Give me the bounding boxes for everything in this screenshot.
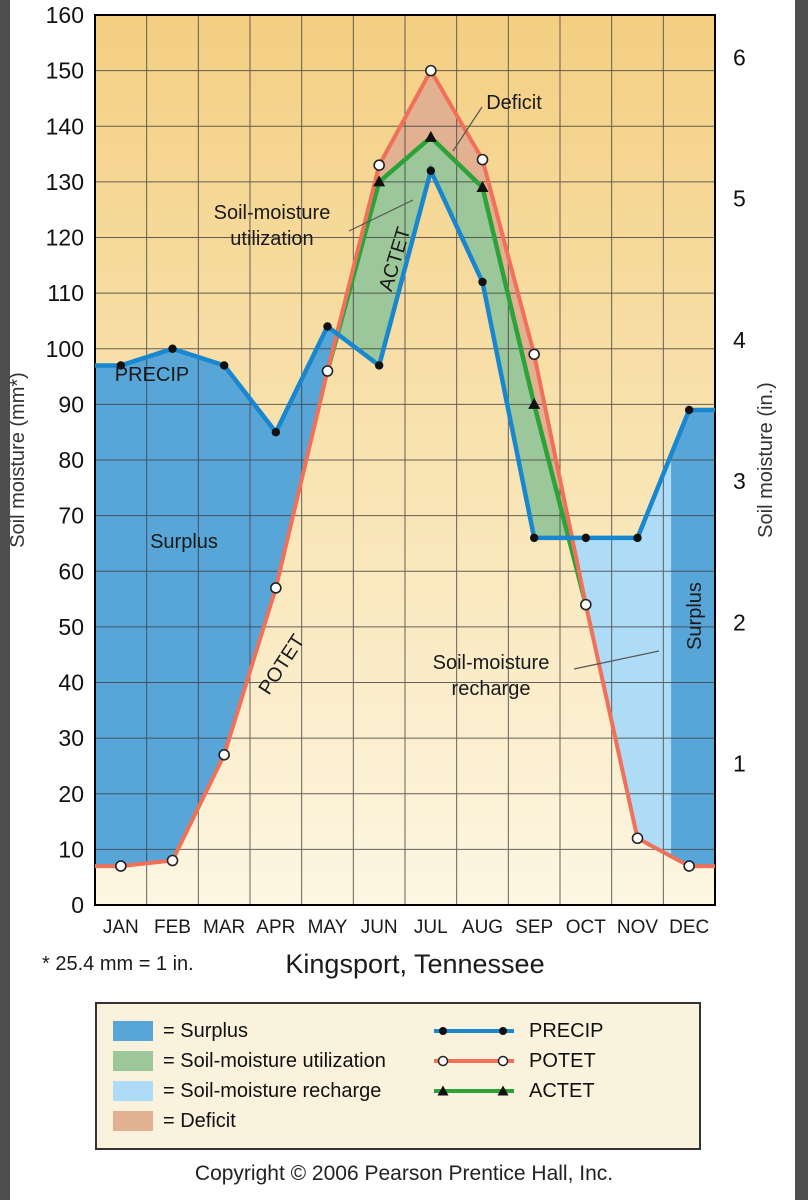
legend-label: = Surplus <box>163 1019 249 1042</box>
svg-text:FEB: FEB <box>154 917 191 938</box>
svg-text:PRECIP: PRECIP <box>115 364 189 386</box>
svg-text:DEC: DEC <box>669 917 709 938</box>
water-balance-chart: 0 10 20 30 40 50 60 70 80 90 100 110 120 130 140 150 160… <box>7 2 777 979</box>
svg-text:JUN: JUN <box>361 917 398 938</box>
svg-text:NOV: NOV <box>617 917 659 938</box>
legend-item-utilization: = Soil-moisture utilization <box>113 1046 431 1076</box>
svg-text:Soil-moisture: Soil-moisture <box>433 652 550 674</box>
svg-text:MAY: MAY <box>308 917 348 938</box>
legend-label: = Deficit <box>163 1109 236 1132</box>
svg-text:Surplus: Surplus <box>150 531 218 553</box>
svg-text:160: 160 <box>46 2 84 28</box>
actet-line <box>325 134 589 606</box>
legend-item-recharge: = Soil-moisture recharge <box>113 1076 431 1106</box>
svg-text:80: 80 <box>58 447 84 473</box>
svg-text:JUL: JUL <box>414 917 448 938</box>
svg-text:1: 1 <box>733 751 746 777</box>
svg-text:10: 10 <box>58 836 84 862</box>
deficit-swatch <box>113 1111 153 1131</box>
svg-text:40: 40 <box>58 670 84 696</box>
svg-text:70: 70 <box>58 503 84 529</box>
svg-text:120: 120 <box>46 225 84 251</box>
svg-text:MAR: MAR <box>203 917 245 938</box>
svg-text:utilization: utilization <box>230 228 313 250</box>
surplus-area-dec <box>671 409 715 867</box>
legend-item-precip: PRECIP <box>431 1016 683 1046</box>
potet-line <box>95 66 715 869</box>
svg-text:50: 50 <box>58 614 84 640</box>
screen-edge-right <box>795 0 808 1200</box>
precip-line-icon <box>434 1027 514 1035</box>
legend-label: ACTET <box>529 1079 595 1102</box>
legend-item-actet: ACTET <box>431 1076 683 1106</box>
svg-text:140: 140 <box>46 113 84 139</box>
surplus-area <box>95 326 337 867</box>
svg-text:30: 30 <box>58 725 84 751</box>
svg-text:Deficit: Deficit <box>486 92 542 114</box>
svg-text:JAN: JAN <box>103 917 139 938</box>
gridlines <box>94 14 716 906</box>
surplus-swatch <box>113 1021 153 1041</box>
legend-item-surplus: = Surplus <box>113 1016 431 1046</box>
svg-text:* 25.4 mm = 1 in.: * 25.4 mm = 1 in. <box>42 953 194 975</box>
svg-text:6: 6 <box>733 44 746 70</box>
svg-text:150: 150 <box>46 58 84 84</box>
precip-line <box>95 164 715 541</box>
legend-label: = Soil-moisture utilization <box>163 1049 386 1072</box>
legend-label: POTET <box>529 1049 596 1072</box>
legend-item-potet: POTET <box>431 1046 683 1076</box>
svg-text:Kingsport, Tennessee: Kingsport, Tennessee <box>285 949 544 979</box>
legend-line-column: PRECIP POTET ACTET <box>431 1016 683 1136</box>
svg-text:4: 4 <box>733 327 746 353</box>
svg-text:APR: APR <box>256 917 295 938</box>
recharge-area <box>572 454 672 857</box>
svg-text:2: 2 <box>733 609 746 635</box>
legend-area-column: = Surplus = Soil-moisture utilization = … <box>113 1016 431 1136</box>
svg-text:100: 100 <box>46 336 84 362</box>
copyright-text: Copyright © 2006 Pearson Prentice Hall, … <box>194 1162 614 1185</box>
plot-border <box>94 14 716 906</box>
svg-text:20: 20 <box>58 781 84 807</box>
svg-text:90: 90 <box>58 391 84 417</box>
legend-label: = Soil-moisture recharge <box>163 1079 382 1102</box>
svg-text:60: 60 <box>58 558 84 584</box>
legend-item-deficit: = Deficit <box>113 1106 431 1136</box>
svg-text:Surplus: Surplus <box>684 582 706 650</box>
svg-text:0: 0 <box>71 892 84 918</box>
svg-text:Soil moisture (in.): Soil moisture (in.) <box>755 382 777 538</box>
svg-text:5: 5 <box>733 186 746 212</box>
svg-text:3: 3 <box>733 468 746 494</box>
screen-edge-left <box>0 0 10 1200</box>
svg-text:110: 110 <box>47 280 84 306</box>
legend-label: PRECIP <box>529 1019 604 1042</box>
svg-text:SEP: SEP <box>515 917 553 938</box>
svg-text:Soil-moisture: Soil-moisture <box>214 202 331 224</box>
utilization-swatch <box>113 1051 153 1071</box>
recharge-swatch <box>113 1081 153 1101</box>
actet-line-icon <box>434 1085 514 1096</box>
svg-text:AUG: AUG <box>462 917 503 938</box>
svg-text:130: 130 <box>46 169 84 195</box>
svg-text:OCT: OCT <box>566 917 607 938</box>
legend: = Surplus = Soil-moisture utilization = … <box>95 1002 701 1150</box>
potet-line-icon <box>434 1055 514 1067</box>
svg-text:recharge: recharge <box>452 678 531 700</box>
svg-text:Soil moisture (mm*): Soil moisture (mm*) <box>7 372 29 548</box>
